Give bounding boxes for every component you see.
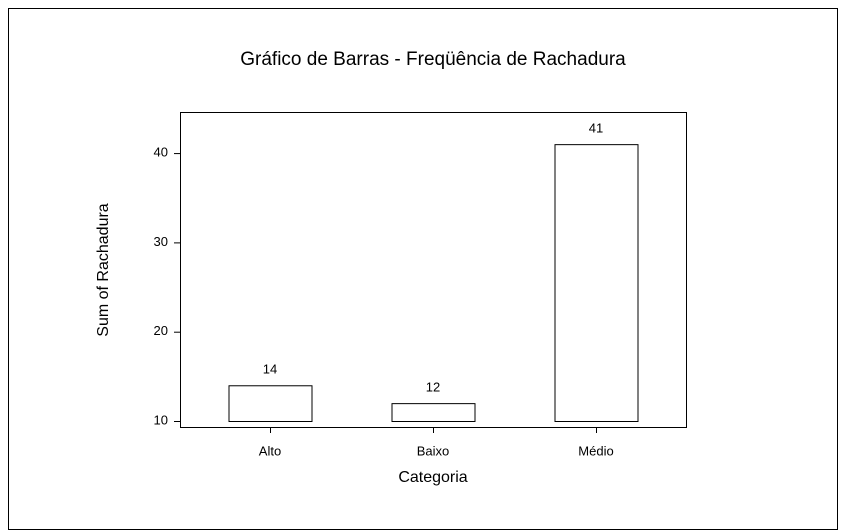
y-axis-title: Sum of Rachadura bbox=[95, 203, 112, 337]
y-tick-label: 30 bbox=[154, 234, 168, 249]
bar bbox=[391, 403, 476, 423]
x-tick-label: Médio bbox=[578, 443, 613, 458]
value-label: 41 bbox=[589, 121, 603, 136]
value-label: 12 bbox=[426, 380, 440, 395]
bar bbox=[554, 144, 639, 422]
bar bbox=[228, 385, 313, 423]
chart-title: Gráfico de Barras - Freqüência de Rachad… bbox=[240, 49, 626, 70]
y-tick-label: 10 bbox=[154, 412, 168, 427]
y-tick-label: 20 bbox=[154, 323, 168, 338]
x-tick-label: Baixo bbox=[417, 443, 450, 458]
value-label: 14 bbox=[263, 362, 277, 377]
x-axis-title: Categoria bbox=[398, 469, 467, 486]
y-tick-label: 40 bbox=[154, 145, 168, 160]
x-tick-label: Alto bbox=[259, 443, 281, 458]
